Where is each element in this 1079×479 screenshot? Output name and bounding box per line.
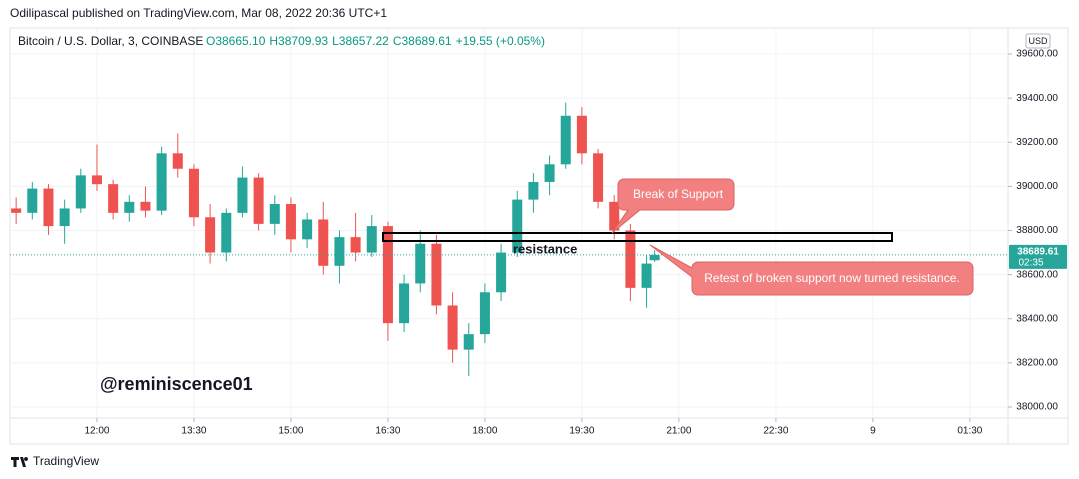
header: Odilipascal published on TradingView.com…: [10, 6, 387, 20]
candle-body: [350, 237, 361, 253]
ohlc-legend: O38665.10 H38709.93 L38657.22 C38689.61 +19.…: [206, 34, 545, 48]
candle-body: [463, 334, 474, 350]
y-tick-label: 38800.00: [1016, 225, 1058, 236]
candle-body: [124, 201, 135, 213]
x-tick-label: 18:00: [472, 426, 497, 437]
candle-body: [576, 115, 587, 154]
countdown: 02:35: [1018, 257, 1043, 268]
candle-body: [447, 305, 458, 350]
y-tick-label: 38400.00: [1016, 313, 1058, 324]
candle-body: [560, 115, 571, 165]
ohlc-item: L38657.22: [332, 34, 389, 48]
candle-body: [528, 181, 539, 200]
candle-body: [431, 243, 442, 306]
callout: [611, 178, 735, 234]
chart-frame: [9, 27, 1069, 445]
y-tick-label: 39000.00: [1016, 181, 1058, 192]
candle-body: [366, 226, 377, 253]
x-tick-label: 16:30: [375, 426, 400, 437]
callout: [649, 244, 974, 296]
candle-body: [91, 175, 102, 185]
candle-body: [609, 201, 620, 231]
candle-body: [512, 199, 523, 253]
ohlc-item: +19.55 (+0.05%): [456, 34, 545, 48]
candle-body: [27, 188, 38, 213]
x-tick-label: 12:00: [84, 426, 109, 437]
y-tick-label: 38600.00: [1016, 269, 1058, 280]
candle-body: [641, 263, 652, 288]
x-tick-label: 19:30: [569, 426, 594, 437]
ohlc-item: C38689.61: [393, 34, 452, 48]
candles: [11, 102, 660, 377]
candle-body: [415, 243, 426, 284]
candle-body: [625, 230, 636, 288]
candle-body: [59, 208, 70, 227]
candle-body: [496, 252, 507, 293]
candle-body: [221, 212, 232, 253]
y-tick-label: 38200.00: [1016, 357, 1058, 368]
candle-body: [302, 219, 313, 240]
candle-body: [593, 153, 604, 202]
candle-body: [269, 204, 280, 224]
currency-box: [1025, 33, 1051, 49]
footer: TradingView: [33, 454, 99, 468]
annotation-label: resistance: [513, 241, 577, 256]
x-tick-label: 22:30: [763, 426, 788, 437]
candle-body: [75, 175, 86, 209]
candle-body: [43, 188, 54, 227]
watermark: @reminiscence01: [100, 374, 253, 394]
candle-body: [140, 201, 151, 211]
x-tick-label: 21:00: [666, 426, 691, 437]
candle-body: [108, 184, 119, 213]
currency: USD: [1028, 36, 1048, 46]
candle-body: [649, 254, 660, 261]
x-tick-label: 01:30: [957, 426, 982, 437]
chart-title: Bitcoin / U.S. Dollar, 3, COINBASE: [18, 34, 203, 48]
candle-body: [544, 164, 555, 182]
candle-body: [318, 219, 329, 266]
x-tick-label: 9: [870, 426, 876, 437]
candle-body: [156, 153, 167, 211]
callout-text: Break of Support: [633, 187, 724, 201]
candle-body: [237, 177, 248, 213]
last-price-box: [1009, 244, 1067, 269]
last-price-label: 38689.61: [1017, 246, 1059, 257]
candle-body: [334, 237, 345, 266]
y-tick-label: 39200.00: [1016, 137, 1058, 148]
y-tick-label: 38000.00: [1016, 402, 1058, 413]
candle-body: [172, 153, 183, 169]
candle-body: [285, 204, 296, 240]
ohlc-item: H38709.93: [269, 34, 328, 48]
x-tick-label: 15:00: [278, 426, 303, 437]
x-tick-label: 13:30: [181, 426, 206, 437]
candle-body: [11, 208, 22, 213]
logo-icon: [11, 457, 29, 467]
resistance-zone: [382, 232, 893, 242]
candle-body: [253, 177, 264, 224]
y-tick-label: 39400.00: [1016, 93, 1058, 104]
candle-body: [399, 283, 410, 324]
y-tick-label: 39600.00: [1016, 49, 1058, 60]
ohlc-item: O38665.10: [206, 34, 266, 48]
callout-text: Retest of broken support now turned resi…: [704, 271, 959, 285]
candle-body: [479, 292, 490, 335]
candle-body: [188, 168, 199, 218]
candle-body: [382, 226, 393, 324]
candle-body: [205, 217, 216, 253]
